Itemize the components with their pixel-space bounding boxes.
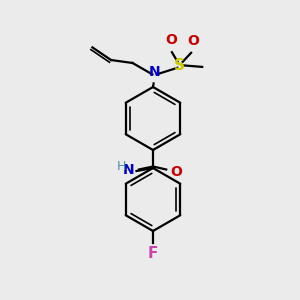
Text: F: F xyxy=(148,246,158,261)
Text: N: N xyxy=(123,164,135,177)
Text: O: O xyxy=(171,166,183,179)
Text: H: H xyxy=(117,160,127,173)
Text: O: O xyxy=(188,34,200,48)
Text: S: S xyxy=(174,58,185,73)
Text: N: N xyxy=(148,65,160,79)
Text: O: O xyxy=(165,33,177,47)
